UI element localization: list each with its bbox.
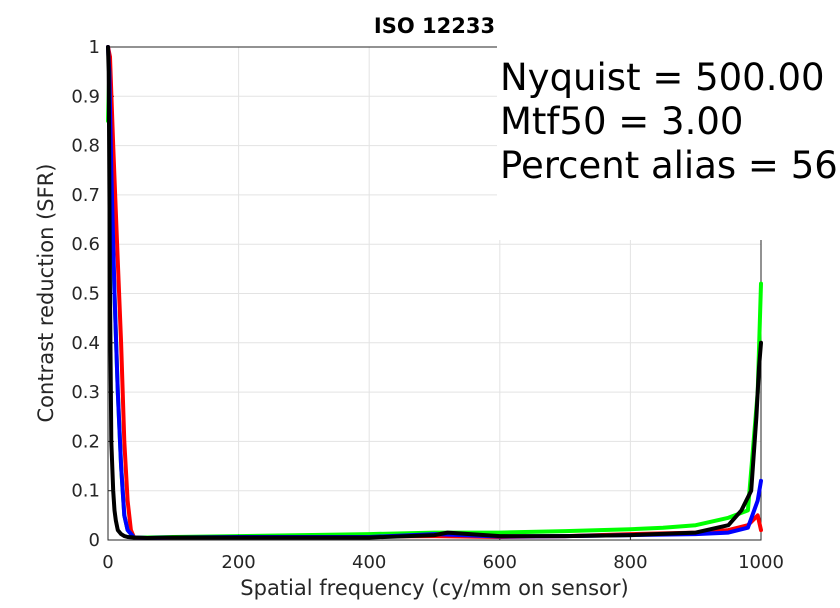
y-tick-label: 0.9	[71, 86, 100, 107]
x-tick-label: 200	[221, 552, 255, 573]
y-tick-label: 0.3	[71, 382, 100, 403]
x-tick-label: 600	[483, 552, 517, 573]
x-tick-label: 800	[613, 552, 647, 573]
x-axis-label: Spatial frequency (cy/mm on sensor)	[240, 576, 629, 600]
y-axis-label: Contrast reduction (SFR)	[34, 163, 58, 423]
y-tick-label: 0.7	[71, 185, 100, 206]
annotation-percent-alias: Percent alias = 56	[500, 144, 838, 187]
y-tick-label: 0.5	[71, 284, 100, 305]
y-tick-label: 0	[89, 530, 100, 551]
x-tick-label: 400	[352, 552, 386, 573]
chart-title: ISO 12233	[373, 14, 496, 38]
y-tick-label: 1	[89, 37, 100, 58]
annotation-nyquist: Nyquist = 500.00	[500, 56, 825, 99]
x-tick-label: 0	[102, 552, 113, 573]
y-tick-label: 0.4	[71, 333, 100, 354]
y-tick-label: 0.8	[71, 136, 100, 157]
x-tick-label: 1000	[738, 552, 784, 573]
annotation-box	[497, 46, 840, 240]
series-line	[106, 45, 763, 540]
y-tick-label: 0.2	[71, 431, 100, 452]
y-tick-label: 0.6	[71, 234, 100, 255]
y-tick-label: 0.1	[71, 481, 100, 502]
annotation-mtf50: Mtf50 = 3.00	[500, 100, 744, 143]
